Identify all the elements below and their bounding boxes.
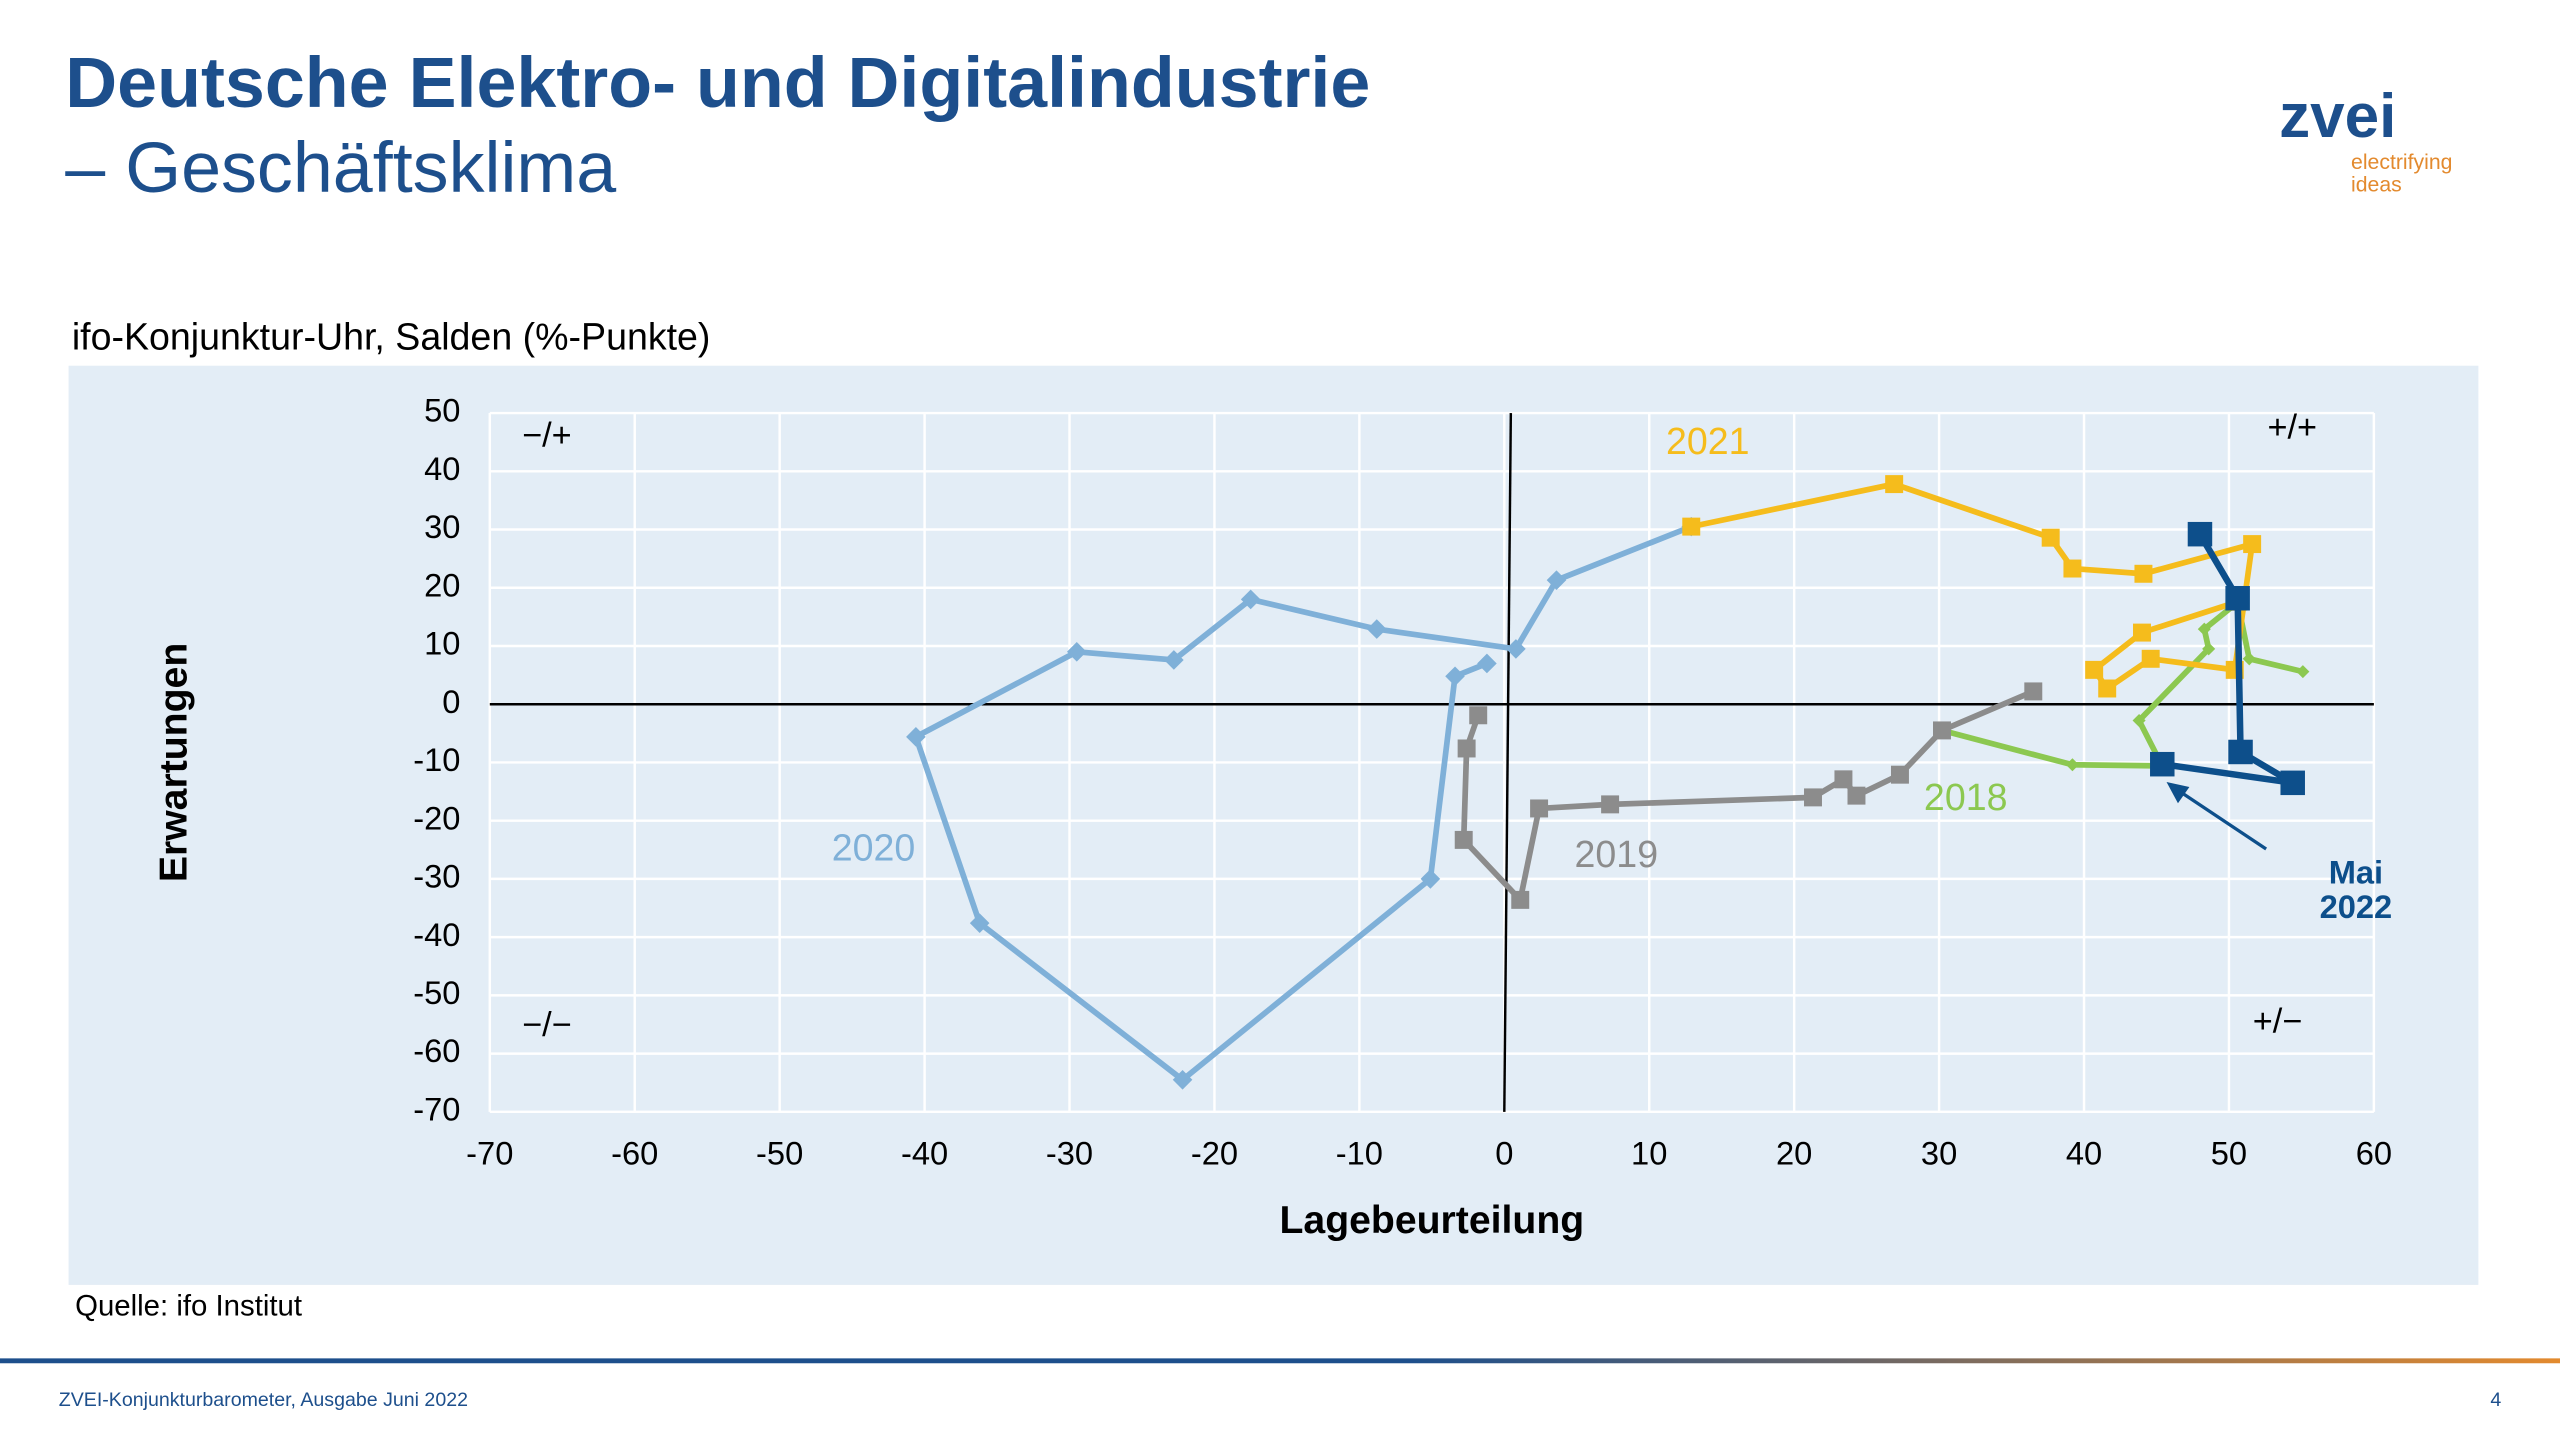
marker <box>2242 652 2256 666</box>
marker <box>1890 765 1909 784</box>
marker <box>1420 869 1441 889</box>
marker <box>2187 521 2213 547</box>
marker <box>1682 517 1701 536</box>
series-label: 2021 <box>1666 420 1750 462</box>
marker <box>2098 679 2117 698</box>
plot: -70 -60 -50 -40 -30 -20 -10 0 10 20 30 40 50 60 -70 -60… <box>153 392 2393 1243</box>
marker <box>1804 788 1822 807</box>
y-tick-label: -40 <box>413 916 460 953</box>
footer-rule <box>0 1358 2560 1364</box>
x-tick-label: 20 <box>1776 1135 1812 1172</box>
marker <box>1530 799 1549 818</box>
x-tick-label: -20 <box>1191 1135 1238 1172</box>
y-tick-label: -20 <box>413 799 460 836</box>
chart-title: ifo-Konjunktur-Uhr, Salden (%-Punkte) <box>72 316 711 358</box>
marker <box>1601 795 1620 814</box>
y-axis-label: Erwartungen <box>153 643 196 882</box>
marker <box>2063 559 2082 578</box>
y-tick-label: -10 <box>413 741 460 778</box>
marker <box>2228 739 2253 765</box>
marker <box>2197 622 2211 636</box>
y-tick-label: 50 <box>424 392 460 429</box>
logo-tagline: ideas <box>2351 174 2402 197</box>
series-label: 2019 <box>1575 833 1659 875</box>
quadrant-label: −/+ <box>522 417 572 455</box>
marker <box>2202 642 2216 656</box>
marker <box>2085 660 2104 679</box>
x-tick-label: -60 <box>611 1135 658 1172</box>
marker <box>1469 706 1488 725</box>
x-tick-label: 30 <box>1921 1135 1957 1172</box>
x-axis-label: Lagebeurteilung <box>1279 1199 1584 1242</box>
source: Quelle: ifo Institut <box>75 1290 302 1323</box>
marker <box>2225 585 2250 611</box>
marker <box>1885 475 1904 494</box>
x-tick-label: 10 <box>1631 1135 1667 1172</box>
marker <box>906 727 926 747</box>
quadrant-label: −/− <box>522 1006 572 1044</box>
marker <box>2243 535 2262 554</box>
annotation-arrow <box>2177 788 2268 851</box>
marker <box>1445 666 1465 687</box>
y-tick-label: 40 <box>424 450 460 487</box>
x-tick-label: 60 <box>2356 1135 2392 1172</box>
marker <box>2133 623 2151 642</box>
quadrant-label: +/− <box>2253 1003 2303 1041</box>
marker <box>1172 1070 1193 1090</box>
quadrant-label: +/+ <box>2267 408 2317 446</box>
marker <box>1454 830 1473 849</box>
x-tick-label: 40 <box>2066 1135 2102 1172</box>
y-tick-label: -30 <box>413 858 460 895</box>
publication: ZVEI-Konjunkturbarometer, Ausgabe Juni 2… <box>59 1389 468 1411</box>
annotation-arrowhead <box>2166 782 2190 804</box>
marker <box>1511 890 1530 909</box>
marker <box>1847 786 1866 805</box>
page-number: 4 <box>2490 1389 2501 1411</box>
logo: zvei <box>2279 82 2396 151</box>
marker <box>1506 639 1526 659</box>
marker <box>1457 739 1476 758</box>
marker <box>2141 649 2160 668</box>
x-tick-label: -10 <box>1336 1135 1383 1172</box>
x-tick-label: -40 <box>901 1135 948 1172</box>
marker <box>2132 713 2146 728</box>
marker <box>2065 758 2079 772</box>
subtitle: – Geschäftsklima <box>65 128 616 208</box>
marker <box>2296 665 2310 679</box>
y-tick-label: 10 <box>424 625 460 662</box>
marker <box>2041 528 2060 547</box>
x-tick-label: -30 <box>1046 1135 1093 1172</box>
marker <box>2024 682 2043 701</box>
y-tick-label: -50 <box>413 974 460 1011</box>
y-tick-label: -60 <box>413 1032 460 1069</box>
chart-panel <box>68 365 2479 1285</box>
logo-tagline: electrifying <box>2351 151 2452 174</box>
marker <box>1933 721 1951 740</box>
series-label: 2020 <box>832 827 916 869</box>
series-label: 2018 <box>1924 776 2008 818</box>
y-axis <box>1503 413 1513 1112</box>
marker <box>969 913 990 933</box>
y-tick-label: 30 <box>424 508 460 545</box>
x-tick-label: 0 <box>1495 1135 1513 1172</box>
annotation: Mai <box>2329 854 2383 891</box>
marker <box>2150 751 2175 777</box>
title: Deutsche Elektro- und Digitalindustrie <box>65 43 1370 123</box>
x-tick-label: -50 <box>756 1135 803 1172</box>
annotation: 2022 <box>2320 888 2393 925</box>
marker <box>2134 564 2153 583</box>
x-tick-label: -70 <box>466 1135 513 1172</box>
marker <box>1240 589 1261 610</box>
marker <box>2280 770 2305 796</box>
marker <box>1834 770 1853 789</box>
y-tick-label: 20 <box>424 566 460 603</box>
y-tick-label: -70 <box>413 1090 460 1127</box>
y-tick-label: 0 <box>442 683 460 720</box>
x-tick-label: 50 <box>2211 1135 2247 1172</box>
